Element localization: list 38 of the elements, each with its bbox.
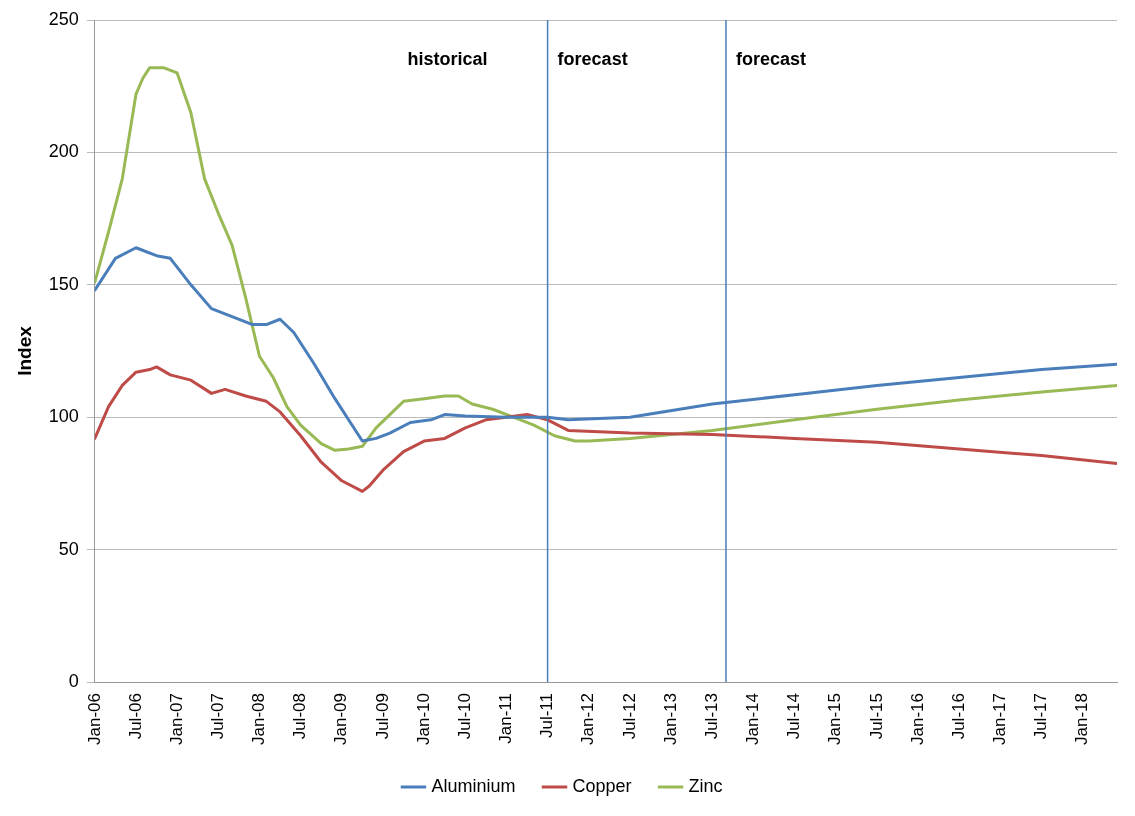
x-tick-label: Jul-11 (537, 693, 557, 739)
legend-label: Aluminium (431, 775, 516, 796)
x-tick-label: Jan-06 (84, 693, 104, 745)
x-tick-label: Jul-08 (290, 693, 310, 740)
x-tick-label: Jul-12 (619, 693, 639, 740)
y-tick-label: 150 (48, 273, 79, 294)
legend-label: Zinc (688, 775, 723, 796)
x-tick-label: Jan-08 (249, 693, 269, 745)
y-tick-label: 50 (58, 538, 79, 559)
y-axis-title: Index (13, 325, 35, 376)
x-tick-label: Jan-18 (1072, 693, 1092, 745)
legend-label: Copper (572, 775, 632, 796)
x-tick-label: Jul-15 (866, 693, 886, 740)
x-tick-label: Jan-11 (496, 693, 516, 744)
x-tick-label: Jan-16 (907, 693, 927, 745)
x-tick-label: Jan-17 (990, 693, 1010, 745)
x-tick-label: Jan-14 (743, 693, 763, 745)
x-tick-label: Jul-13 (701, 693, 721, 740)
x-tick-label: Jan-12 (578, 693, 598, 745)
x-tick-label: Jul-09 (372, 693, 392, 740)
y-tick-label: 250 (48, 8, 79, 29)
x-tick-label: Jan-10 (413, 693, 433, 745)
x-tick-label: Jul-06 (125, 693, 145, 740)
y-tick-label: 0 (68, 670, 79, 691)
y-tick-label: 200 (48, 141, 79, 162)
y-tick-label: 100 (48, 406, 79, 427)
x-tick-label: Jul-16 (948, 693, 968, 740)
x-tick-label: Jul-17 (1031, 693, 1051, 740)
annotation: historical (407, 48, 488, 69)
x-tick-label: Jul-10 (454, 693, 474, 740)
annotation: forecast (557, 48, 628, 69)
x-tick-label: Jan-07 (166, 693, 186, 745)
x-tick-label: Jan-13 (660, 693, 680, 745)
x-tick-label: Jul-07 (208, 693, 227, 740)
x-tick-label: Jan-15 (825, 693, 845, 745)
x-tick-label: Jul-14 (784, 693, 804, 740)
annotation: forecast (735, 48, 807, 69)
x-tick-label: Jan-09 (331, 693, 351, 745)
